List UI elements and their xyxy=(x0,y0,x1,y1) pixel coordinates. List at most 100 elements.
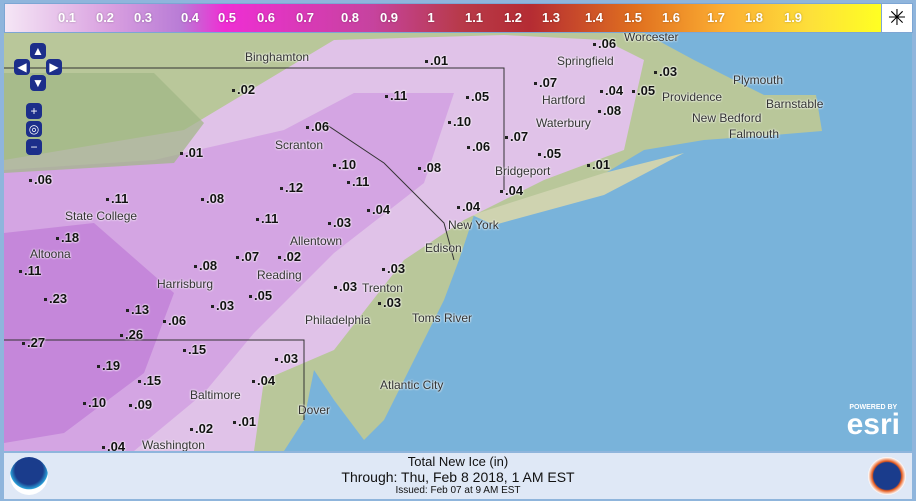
ice-amount-label: .07 xyxy=(236,249,259,264)
zoom-in-button[interactable]: + xyxy=(26,103,42,119)
legend-tick: 1 xyxy=(427,10,435,25)
ice-amount-label: .04 xyxy=(252,373,275,388)
ice-amount-label: .05 xyxy=(466,89,489,104)
noaa-logo xyxy=(10,457,48,495)
ice-amount-label: .12 xyxy=(280,180,303,195)
ice-amount-label: .15 xyxy=(138,373,161,388)
city-label: Reading xyxy=(257,268,302,282)
ice-amount-label: .01 xyxy=(425,53,448,68)
pan-right-button[interactable]: ▶ xyxy=(46,59,62,75)
ice-amount-label: .06 xyxy=(163,313,186,328)
ice-amount-label: .03 xyxy=(382,261,405,276)
legend-tick: 0.4 xyxy=(180,10,200,25)
state-border xyxy=(323,122,455,261)
city-label: Barnstable xyxy=(766,97,824,111)
legend-tick: 1.1 xyxy=(464,10,484,25)
legend-tick: 1.8 xyxy=(744,10,764,25)
ice-amount-label: .11 xyxy=(347,174,369,189)
city-label: Bridgeport xyxy=(495,164,551,178)
ice-amount-label: .08 xyxy=(194,258,217,273)
city-label: Baltimore xyxy=(190,388,241,402)
ice-amount-label: .27 xyxy=(22,335,45,350)
city-label: Toms River xyxy=(412,311,473,325)
ice-amount-label: .03 xyxy=(378,295,401,310)
ice-amount-label: .04 xyxy=(367,202,390,217)
city-label: Scranton xyxy=(275,138,324,152)
city-label: Dover xyxy=(298,403,331,417)
legend-tick: 1.7 xyxy=(706,10,726,25)
ice-amount-label: .06 xyxy=(306,119,329,134)
ice-map[interactable]: ▲ ◀ ▶ ▼ + ◎ − Binghamton Springfield Worce… xyxy=(4,33,912,451)
ice-amount-label: .04 xyxy=(457,199,480,214)
ice-amount-label: .03 xyxy=(275,351,298,366)
green-hills xyxy=(4,73,204,173)
ice-amount-label: .10 xyxy=(448,114,471,129)
pan-up-button[interactable]: ▲ xyxy=(30,43,46,59)
city-label: Harrisburg xyxy=(157,277,214,291)
globe-icon[interactable]: ◎ xyxy=(26,121,42,137)
city-label: Providence xyxy=(662,90,723,104)
ice-amount-label: .11 xyxy=(19,263,41,278)
ice-amount-label: .04 xyxy=(600,83,623,98)
ice-amount-label: .05 xyxy=(538,146,561,161)
ice-amount-label: .13 xyxy=(126,302,149,317)
esri-logo: POWERED BY esri xyxy=(846,404,900,441)
ice-amount-label: .05 xyxy=(632,83,655,98)
ice-amount-label: .06 xyxy=(593,36,616,51)
legend-tick: 0.9 xyxy=(379,10,399,25)
city-label: Worcester xyxy=(624,33,679,44)
city-label: Atlantic City xyxy=(380,378,444,392)
ice-amount-label: .23 xyxy=(44,291,67,306)
city-label: Binghamton xyxy=(245,50,310,64)
city-label: Springfield xyxy=(557,54,614,68)
ice-amount-label: .01 xyxy=(233,414,256,429)
legend-tick: 0.8 xyxy=(340,10,360,25)
ice-amount-label: .04 xyxy=(500,183,523,198)
ice-amount-label: .07 xyxy=(505,129,528,144)
ice-amount-label: .08 xyxy=(418,160,441,175)
city-label: Waterbury xyxy=(536,116,591,130)
city-label: Washington xyxy=(142,438,205,451)
ice-amount-label: .19 xyxy=(97,358,120,373)
ice-amount-label: .07 xyxy=(534,75,557,90)
powered-by-text: POWERED BY xyxy=(849,404,898,411)
ice-amount-label: .03 xyxy=(328,215,351,230)
esri-wordmark: esri xyxy=(846,408,900,441)
pan-left-button[interactable]: ◀ xyxy=(14,59,30,75)
legend-tick: 1.6 xyxy=(661,10,681,25)
nws-logo xyxy=(868,457,906,495)
city-label: New York xyxy=(448,218,499,232)
city-label: Altoona xyxy=(30,247,71,261)
ice-amount-label: .06 xyxy=(467,139,490,154)
valid-through: Through: Thu, Feb 8 2018, 1 AM EST xyxy=(341,469,575,485)
legend-tick: 1.9 xyxy=(783,10,803,25)
ice-amount-label: .02 xyxy=(232,82,255,97)
legend-tick: 1.2 xyxy=(503,10,523,25)
legend-tick: 0.1 xyxy=(57,10,77,25)
ice-amount-label: .01 xyxy=(180,145,203,160)
legend-tick: 1.4 xyxy=(584,10,604,25)
legend-tick: 0.3 xyxy=(133,10,153,25)
city-label: Edison xyxy=(425,241,462,255)
ice-amount-label: .09 xyxy=(129,397,152,412)
ice-amount-label: .03 xyxy=(211,298,234,313)
zoom-out-button[interactable]: − xyxy=(26,139,42,155)
legend-tick: 0.2 xyxy=(95,10,115,25)
ice-color-legend: 0.1 0.2 0.3 0.4 0.5 0.6 0.7 0.8 0.9 1 1.1 1.2 1.3 1.4… xyxy=(4,3,882,33)
ice-heavy xyxy=(4,223,174,443)
ice-amount-label: .03 xyxy=(334,279,357,294)
state-border xyxy=(4,339,305,420)
legend-tick: 1.5 xyxy=(623,10,643,25)
issued-time: Issued: Feb 07 at 9 AM EST xyxy=(395,485,521,496)
color-scale-icon[interactable]: ✳ xyxy=(881,3,913,33)
city-label: New Bedford xyxy=(692,111,762,125)
ice-amount-label: .11 xyxy=(256,211,278,226)
city-label: Philadelphia xyxy=(305,313,371,327)
legend-tick: 0.7 xyxy=(295,10,315,25)
map-caption: Total New Ice (in) Through: Thu, Feb 8 2… xyxy=(4,453,912,499)
legend-tick: 0.5 xyxy=(217,10,237,25)
city-label: Falmouth xyxy=(729,127,780,141)
city-label: Allentown xyxy=(290,234,343,248)
pan-down-button[interactable]: ▼ xyxy=(30,75,46,91)
ice-amount-label: .01 xyxy=(587,157,610,172)
